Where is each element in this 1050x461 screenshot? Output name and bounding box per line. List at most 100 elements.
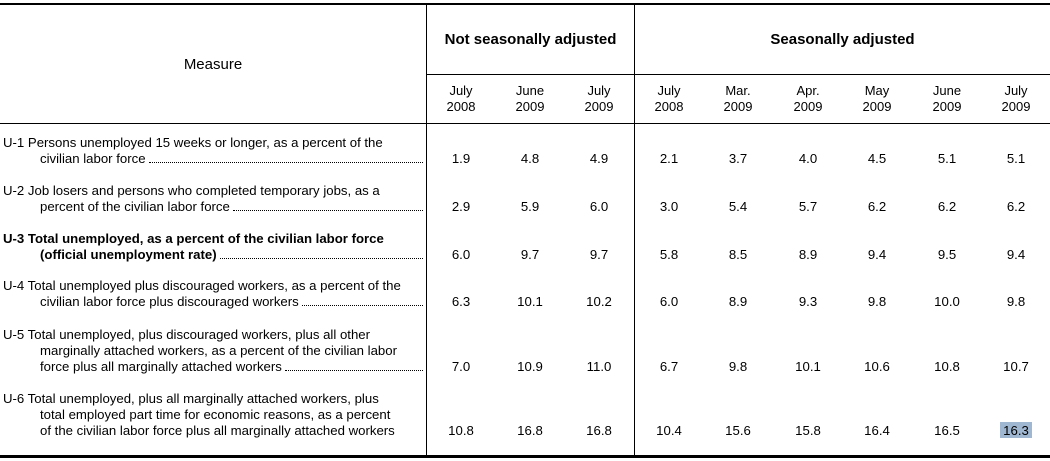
value-cell-u4-col7: 9.8: [843, 294, 911, 310]
value-cell-u6-col4: 10.4: [635, 423, 703, 439]
value-cell-u6-col6: 15.8: [774, 423, 842, 439]
value-cell-u4-col1: 6.3: [427, 294, 495, 310]
group-nsa-text: Not seasonally adjusted: [444, 31, 617, 48]
column-header-year: 2009: [1001, 99, 1031, 114]
value-text: 6.7: [659, 359, 679, 374]
measure-label-text: (official unemployment rate): [40, 247, 217, 262]
leader-dots: [301, 294, 423, 306]
value-cell-u3-col7: 9.4: [843, 247, 911, 263]
value-cell-u2-col5: 5.4: [704, 199, 772, 215]
leader-dots: [219, 247, 423, 259]
value-text: 5.1: [937, 151, 957, 166]
value-text: 10.2: [586, 294, 612, 309]
measure-label-line: U-4 Total unemployed plus discouraged wo…: [3, 278, 423, 294]
value-text: 5.7: [798, 199, 818, 214]
column-header-year: 2008: [446, 99, 476, 114]
column-header-year: 2009: [584, 99, 614, 114]
divider-groups: [634, 5, 635, 455]
measure-label-line: percent of the civilian labor force: [3, 199, 423, 215]
value-cell-u3-col5: 8.5: [704, 247, 772, 263]
value-text: 10.9: [517, 359, 543, 374]
value-cell-u6-col3: 16.8: [565, 423, 633, 439]
measure-label-text: civilian labor force plus discouraged wo…: [40, 294, 299, 309]
value-cell-u1-col4: 2.1: [635, 151, 703, 167]
group-sa-text: Seasonally adjusted: [770, 31, 915, 48]
value-cell-u1-col3: 4.9: [565, 151, 633, 167]
measure-label-line: marginally attached workers, as a percen…: [3, 343, 423, 359]
value-text: 2.1: [659, 151, 679, 166]
measure-label-u1: U-1 Persons unemployed 15 weeks or longe…: [3, 135, 423, 167]
value-cell-u1-col5: 3.7: [704, 151, 772, 167]
leader-dots: [148, 151, 423, 163]
value-cell-u6-col9: 16.3: [982, 422, 1050, 439]
value-cell-u4-col2: 10.1: [496, 294, 564, 310]
value-cell-u5-col5: 9.8: [704, 359, 772, 375]
value-text: 6.2: [1006, 199, 1026, 214]
measure-label-line: of the civilian labor force plus all mar…: [3, 423, 423, 439]
value-text: 9.8: [728, 359, 748, 374]
value-text: 15.8: [795, 423, 821, 438]
value-text: 3.0: [659, 199, 679, 214]
value-text: 6.0: [589, 199, 609, 214]
value-cell-u2-col4: 3.0: [635, 199, 703, 215]
measure-label-text: U-5 Total unemployed, plus discouraged w…: [3, 327, 371, 342]
value-cell-u3-col4: 5.8: [635, 247, 703, 263]
value-cell-u3-col8: 9.5: [913, 247, 981, 263]
column-header-month: July: [1004, 83, 1028, 98]
column-header-month: July: [587, 83, 611, 98]
value-text: 7.0: [451, 359, 471, 374]
unemployment-measures-table: Measure Not seasonally adjusted Seasonal…: [0, 3, 1050, 458]
measure-label-line: U-1 Persons unemployed 15 weeks or longe…: [3, 135, 423, 151]
value-cell-u4-col6: 9.3: [774, 294, 842, 310]
leader-dots: [232, 199, 423, 211]
measure-label-u3: U-3 Total unemployed, as a percent of th…: [3, 231, 423, 263]
value-text: 10.1: [517, 294, 543, 309]
column-header-1: July 2008: [427, 75, 495, 123]
divider-group-header: [426, 74, 1050, 75]
measure-label-text: U-3 Total unemployed, as a percent of th…: [3, 231, 384, 246]
leader-dots: [284, 359, 423, 371]
value-text: 9.8: [867, 294, 887, 309]
value-text: 8.5: [728, 247, 748, 262]
value-text: 5.1: [1006, 151, 1026, 166]
value-cell-u5-col7: 10.6: [843, 359, 911, 375]
measure-header-text: Measure: [183, 55, 243, 73]
value-cell-u1-col1: 1.9: [427, 151, 495, 167]
value-cell-u1-col7: 4.5: [843, 151, 911, 167]
value-text: 15.6: [725, 423, 751, 438]
measure-label-line: (official unemployment rate): [3, 247, 423, 263]
measure-label-u5: U-5 Total unemployed, plus discouraged w…: [3, 327, 423, 375]
column-header-month: June: [932, 83, 962, 98]
value-text: 4.9: [589, 151, 609, 166]
group-header-not-seasonally-adjusted: Not seasonally adjusted: [427, 5, 634, 74]
value-cell-u6-col1: 10.8: [427, 423, 495, 439]
value-cell-u4-col3: 10.2: [565, 294, 633, 310]
value-text: 16.5: [934, 423, 960, 438]
measure-label-u6: U-6 Total unemployed, plus all marginall…: [3, 391, 423, 439]
selected-value-text[interactable]: 16.3: [1000, 422, 1032, 438]
value-text: 8.9: [798, 247, 818, 262]
measure-label-line: total employed part time for economic re…: [3, 407, 423, 423]
value-text: 10.7: [1003, 359, 1029, 374]
column-header-year: 2009: [515, 99, 545, 114]
value-cell-u2-col8: 6.2: [913, 199, 981, 215]
value-cell-u2-col3: 6.0: [565, 199, 633, 215]
measure-header: Measure: [0, 5, 426, 123]
column-header-month: May: [864, 83, 890, 98]
value-text: 4.8: [520, 151, 540, 166]
value-cell-u2-col2: 5.9: [496, 199, 564, 215]
value-text: 10.8: [934, 359, 960, 374]
measure-label-text: force plus all marginally attached worke…: [40, 359, 282, 374]
measure-label-line: U-3 Total unemployed, as a percent of th…: [3, 231, 423, 247]
value-cell-u1-col8: 5.1: [913, 151, 981, 167]
value-text: 9.7: [520, 247, 540, 262]
column-header-month: July: [657, 83, 681, 98]
column-header-year: 2009: [862, 99, 892, 114]
column-header-year: 2009: [793, 99, 823, 114]
value-text: 8.9: [728, 294, 748, 309]
measure-label-line: U-5 Total unemployed, plus discouraged w…: [3, 327, 423, 343]
measure-label-text: U-2 Job losers and persons who completed…: [3, 183, 380, 198]
value-cell-u4-col5: 8.9: [704, 294, 772, 310]
value-text: 9.8: [1006, 294, 1026, 309]
value-text: 16.8: [517, 423, 543, 438]
